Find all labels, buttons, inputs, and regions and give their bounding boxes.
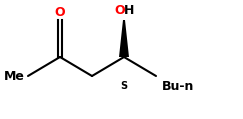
Text: S: S: [121, 81, 128, 91]
Text: O: O: [115, 3, 125, 17]
Text: Bu-n: Bu-n: [162, 79, 194, 92]
Text: Me: Me: [4, 69, 25, 82]
Text: H: H: [124, 3, 134, 17]
Text: O: O: [55, 5, 65, 18]
Polygon shape: [119, 20, 129, 57]
